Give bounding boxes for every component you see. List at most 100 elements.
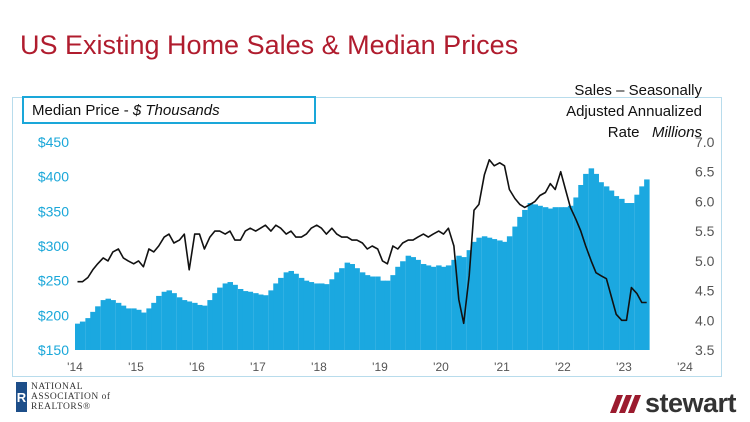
price-bar	[567, 205, 574, 350]
price-bar	[253, 293, 259, 350]
price-bar	[222, 283, 229, 350]
price-bar	[146, 308, 152, 350]
price-bar	[308, 282, 315, 350]
y-right-tick-label: 6.0	[695, 193, 715, 209]
nar-logo-line1: NATIONAL	[31, 382, 84, 392]
price-bar	[258, 294, 264, 350]
price-bar	[85, 318, 91, 350]
y-left-tick-label: $250	[38, 273, 69, 289]
price-bar	[293, 273, 299, 350]
price-bar	[151, 302, 157, 350]
price-bar	[192, 302, 198, 350]
price-bar	[522, 209, 528, 350]
nar-logo-text: NATIONAL ASSOCIATION of REALTORS®	[31, 382, 111, 412]
price-bar	[451, 259, 457, 350]
price-bar	[339, 268, 345, 350]
price-bar	[171, 293, 177, 350]
price-bar	[573, 197, 579, 350]
sales-label-millions: Millions	[651, 124, 702, 141]
sales-label-line1: Sales – Seasonally	[574, 82, 702, 99]
price-bar	[481, 236, 488, 350]
price-bar	[349, 264, 355, 350]
price-bar	[120, 305, 127, 350]
price-bar	[400, 261, 406, 350]
price-bar	[131, 308, 137, 350]
price-bar	[598, 182, 604, 350]
price-bar	[369, 276, 376, 350]
price-bar	[115, 302, 122, 350]
price-bar	[466, 250, 473, 350]
price-bar	[334, 272, 340, 350]
price-bar	[558, 207, 564, 350]
median-price-label: Median Price - $ Thousands	[22, 96, 316, 124]
nar-logo-line2: ASSOCIATION of	[31, 392, 111, 402]
price-bar	[110, 300, 116, 350]
price-bar	[425, 265, 432, 350]
price-bar	[288, 270, 294, 350]
price-bar	[125, 308, 132, 350]
price-bar	[354, 268, 360, 350]
sales-label-rate: Rate	[607, 124, 640, 141]
price-bar	[323, 284, 330, 350]
stewart-logo: stewart	[609, 388, 737, 419]
price-bar	[95, 306, 101, 350]
price-bar	[75, 323, 81, 350]
price-bar	[476, 237, 482, 350]
sales-axis-label: Sales – Seasonally Adjusted Annualized R…	[566, 80, 702, 143]
y-right-tick-label: 4.5	[695, 283, 715, 299]
price-bar	[283, 272, 290, 350]
price-bar	[593, 173, 599, 350]
stewart-logo-text: stewart	[644, 388, 737, 418]
y-left-tick-label: $450	[38, 134, 69, 150]
price-bar	[563, 207, 569, 350]
x-tick-label: '24	[677, 360, 693, 374]
price-bar	[644, 179, 650, 350]
price-bar	[181, 300, 188, 350]
y-left-tick-label: $350	[38, 203, 69, 219]
price-bar	[502, 241, 508, 350]
price-bar	[161, 291, 168, 350]
price-bar	[79, 321, 86, 350]
price-bar	[380, 280, 386, 350]
price-bar	[136, 309, 142, 350]
median-price-label-prefix: Median Price -	[32, 102, 133, 119]
price-bar	[303, 280, 310, 350]
price-bar	[405, 255, 412, 350]
y-left-tick-label: $150	[38, 342, 69, 358]
sales-line	[77, 159, 647, 325]
price-bar	[268, 290, 274, 350]
y-right-tick-label: 5.0	[695, 253, 715, 269]
price-bar	[314, 283, 320, 350]
price-bar	[344, 262, 351, 350]
price-bar	[105, 298, 111, 350]
price-bar	[201, 305, 208, 350]
price-bar	[242, 291, 249, 350]
y-left-tick-label: $400	[38, 169, 69, 185]
y-right-tick-label: 5.5	[695, 223, 715, 239]
price-bar	[384, 280, 391, 350]
price-bar	[329, 279, 335, 350]
x-tick-label: '23	[616, 360, 632, 374]
price-bar	[140, 312, 147, 350]
price-bar	[217, 287, 223, 350]
price-bar	[247, 291, 254, 350]
price-bar	[410, 257, 416, 350]
price-bar	[552, 207, 559, 350]
price-bar	[441, 266, 447, 350]
plot-frame	[12, 97, 722, 377]
x-tick-label: '15	[128, 360, 144, 374]
price-bar	[319, 283, 325, 350]
price-bar	[603, 186, 610, 350]
nar-logo-line3: REALTORS®	[31, 402, 91, 412]
price-bar	[375, 276, 381, 350]
price-bar	[197, 304, 203, 350]
price-bar	[619, 198, 625, 350]
price-bar	[395, 266, 401, 350]
price-bar	[415, 259, 421, 350]
price-bar	[262, 295, 269, 350]
stewart-logo-mark	[609, 394, 641, 413]
y-left-tick-label: $200	[38, 307, 69, 323]
price-bar	[232, 284, 238, 350]
price-bar	[176, 297, 183, 350]
